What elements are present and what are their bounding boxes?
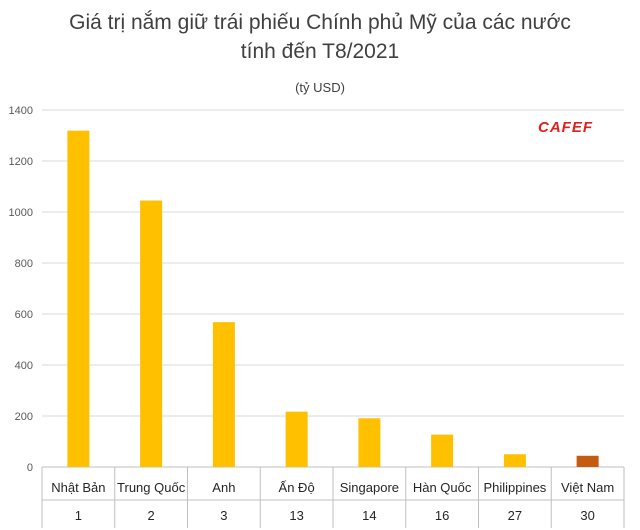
y-axis-ticks: 0 200 400 600 800 1000 1200 1400 xyxy=(9,105,33,474)
bar xyxy=(431,434,454,467)
chart-title-line-2: tính đến T8/2021 xyxy=(240,40,400,63)
x-category-label: Singapore xyxy=(340,480,399,495)
y-tick-label: 600 xyxy=(15,309,33,321)
x-category-label: Việt Nam xyxy=(561,480,614,495)
x-category-label: Nhật Bản xyxy=(51,480,105,495)
gridlines xyxy=(42,109,624,468)
bar xyxy=(285,411,308,467)
x-rank-label: 16 xyxy=(435,508,449,523)
x-category-label: Anh xyxy=(212,480,235,495)
y-tick-label: 0 xyxy=(27,462,33,474)
bar xyxy=(576,455,599,467)
x-category-label: Hàn Quốc xyxy=(413,480,472,495)
x-category-label: Ấn Độ xyxy=(279,480,315,495)
y-tick-label: 400 xyxy=(15,360,33,372)
x-rank-label: 13 xyxy=(289,508,303,523)
y-tick-label: 1200 xyxy=(9,156,33,168)
y-tick-label: 1000 xyxy=(9,207,33,219)
x-rank-label: 2 xyxy=(148,508,155,523)
bar xyxy=(140,200,163,467)
bars xyxy=(67,130,599,467)
cafef-logo-text: CAFEF xyxy=(538,119,593,136)
bar xyxy=(212,322,235,467)
x-rank-label: 14 xyxy=(362,508,376,523)
cafef-logo: CAFEF xyxy=(538,119,593,136)
x-category-label: Trung Quốc xyxy=(117,480,186,495)
y-tick-label: 200 xyxy=(15,411,33,423)
chart-unit-label: (tỷ USD) xyxy=(295,80,345,95)
x-rank-label: 30 xyxy=(580,508,594,523)
chart-title-line-1: Giá trị nắm giữ trái phiếu Chính phủ Mỹ … xyxy=(69,11,571,34)
x-rank-label: 3 xyxy=(220,508,227,523)
x-rank-label: 1 xyxy=(75,508,82,523)
x-category-label: Philippines xyxy=(483,480,546,495)
y-tick-label: 800 xyxy=(15,258,33,270)
x-rank-label: 27 xyxy=(508,508,522,523)
bar xyxy=(67,130,90,467)
x-axis: Nhật Bản 1 Trung Quốc 2 Anh 3 Ấn Độ 13 Singapore… xyxy=(41,467,625,528)
bar xyxy=(503,454,526,467)
bar xyxy=(358,418,381,467)
y-tick-label: 1400 xyxy=(9,105,33,117)
